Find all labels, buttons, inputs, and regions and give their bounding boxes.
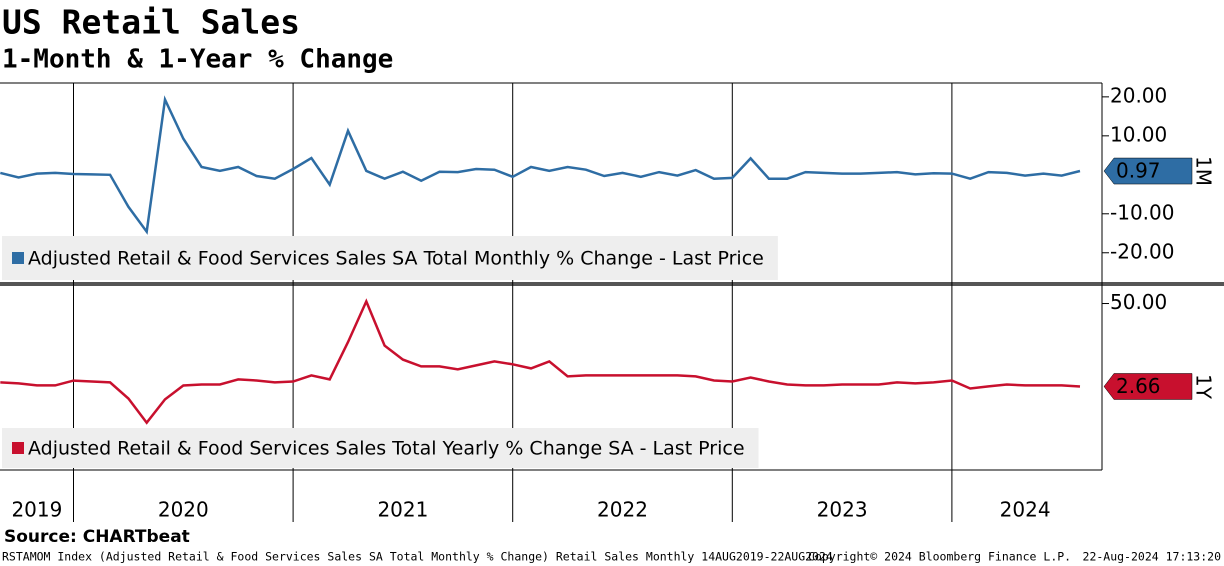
y-tick-label: 20.00 [1110,83,1167,107]
series-tag: 1M [1192,156,1216,186]
chart-subtitle: 1-Month & 1-Year % Change [2,45,393,75]
footer-right: 22-Aug-2024 17:13:20 [1083,550,1222,564]
x-tick-label: 2024 [1000,498,1051,522]
y-tick-label: -20.00 [1110,239,1174,263]
legend-box [2,428,759,468]
panel-divider [0,282,1224,286]
x-tick-label: 2023 [817,498,868,522]
x-tick-label: 2020 [158,498,209,522]
y-tick-label: 10.00 [1110,122,1167,146]
series-line [0,298,1081,425]
x-tick-label: 2022 [597,498,648,522]
last-value-badge [1103,373,1193,400]
legend-swatch [12,252,24,264]
series-tag: 1Y [1192,374,1216,400]
legend-label: Adjusted Retail & Food Services Sales To… [28,438,745,460]
y-tick-label: -10.00 [1110,200,1174,224]
last-value-label: 0.97 [1116,159,1161,183]
y-tick-label: 50.00 [1110,290,1167,314]
legend-label: Adjusted Retail & Food Services Sales SA… [28,248,764,270]
last-value-label: 2.66 [1116,374,1161,398]
last-value-badge [1103,157,1193,185]
chart-title: US Retail Sales [2,3,300,42]
footer-center: Copyright© 2024 Bloomberg Finance L.P. [808,550,1071,564]
series-line [0,95,1081,235]
x-tick-label: 2019 [11,498,62,522]
legend-box [2,236,778,280]
legend-swatch [12,442,24,454]
x-tick-label: 2021 [377,498,428,522]
footer-left: RSTAMOM Index (Adjusted Retail & Food Se… [2,550,833,564]
source: Source: CHARTbeat [4,527,190,547]
